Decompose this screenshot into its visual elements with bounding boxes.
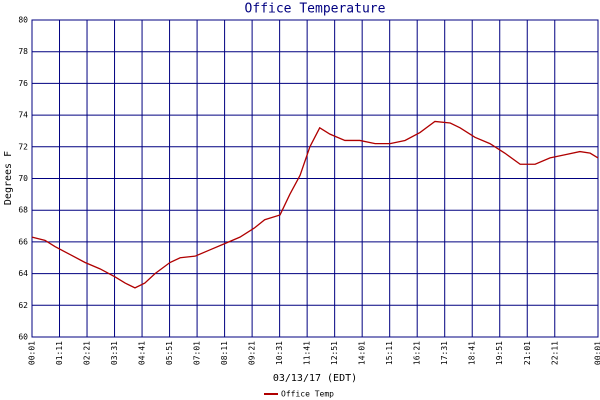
x-tick-label: 08:11	[220, 341, 229, 365]
x-tick-label: 05:51	[165, 341, 174, 365]
y-tick-label: 60	[18, 333, 28, 342]
y-tick-label: 62	[18, 301, 28, 310]
x-tick-label: 04:41	[138, 341, 147, 365]
x-tick-label: 02:21	[83, 341, 92, 365]
y-tick-label: 76	[18, 79, 28, 88]
x-tick-label: 09:21	[248, 341, 257, 365]
y-tick-label: 72	[18, 142, 28, 151]
x-tick-label: 22:11	[550, 341, 559, 365]
x-tick-label: 19:51	[495, 341, 504, 365]
data-line	[31, 120, 599, 289]
x-tick-label: 03:31	[110, 341, 119, 365]
x-tick-label: 16:21	[413, 341, 422, 365]
legend-label: Office Temp	[281, 390, 334, 399]
y-tick-label: 80	[18, 16, 28, 25]
x-tick-label: 11:41	[303, 341, 312, 365]
x-tick-label: 17:31	[440, 341, 449, 365]
y-tick-label: 70	[18, 174, 28, 183]
x-tick-label: 21:01	[523, 341, 532, 365]
x-tick-label: 10:31	[275, 341, 284, 365]
x-tick-label: 14:01	[358, 341, 367, 365]
x-tick-label: 12:51	[330, 341, 339, 365]
x-tick-label: 18:41	[468, 341, 477, 365]
y-tick-label: 64	[18, 269, 28, 278]
chart-title: Office Temperature	[245, 2, 386, 17]
x-tick-label: 15:11	[385, 341, 394, 365]
x-tick-label: 01:11	[55, 341, 64, 365]
y-tick-label: 68	[18, 206, 28, 215]
y-axis-title: Degrees F	[3, 151, 14, 205]
x-tick-label: 00:01	[594, 341, 600, 365]
x-axis-title: 03/13/17 (EDT)	[273, 373, 357, 384]
x-tick-label: 07:01	[193, 341, 202, 365]
y-tick-label: 74	[18, 111, 28, 120]
y-tick-label: 78	[18, 47, 28, 56]
x-tick-label: 00:01	[28, 341, 37, 365]
y-tick-label: 66	[18, 237, 28, 246]
